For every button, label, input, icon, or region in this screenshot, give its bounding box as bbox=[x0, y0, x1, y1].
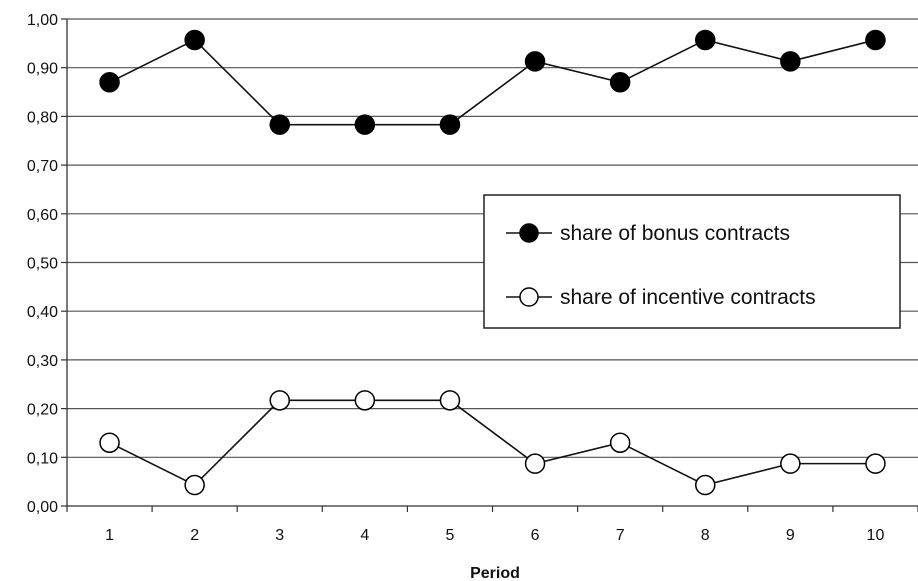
y-tick-label: 0,20 bbox=[27, 402, 58, 419]
y-tick-label: 0,60 bbox=[27, 207, 58, 224]
legend-box bbox=[483, 194, 901, 329]
x-axis-label: Period bbox=[470, 565, 520, 581]
x-axis-ticks: 1 2 3 4 5 6 7 8 9 10 bbox=[66, 506, 918, 544]
legend-marker-incentive bbox=[519, 287, 539, 307]
series-layer bbox=[99, 29, 886, 496]
x-tick-label: 10 bbox=[867, 527, 885, 544]
series-line-incentive bbox=[109, 399, 876, 487]
y-axis-ticks: 0,00 0,10 0,20 0,30 0,40 0,50 0,60 0,70 0,80 0,90… bbox=[27, 12, 67, 516]
y-tick-label: 0,40 bbox=[27, 304, 58, 321]
x-tick-label: 6 bbox=[531, 527, 540, 544]
data-point-bonus bbox=[780, 51, 801, 72]
y-tick-label: 0,30 bbox=[27, 353, 58, 370]
data-point-bonus bbox=[524, 51, 546, 72]
y-tick-label: 1,00 bbox=[27, 12, 58, 29]
data-point-incentive bbox=[184, 474, 205, 496]
x-tick-label: 5 bbox=[445, 527, 454, 544]
data-point-incentive bbox=[354, 390, 376, 411]
y-tick-label: 0,80 bbox=[27, 109, 58, 126]
data-point-incentive bbox=[695, 474, 716, 496]
y-tick-label: 0,10 bbox=[27, 450, 58, 467]
y-tick-label: 0,70 bbox=[27, 158, 58, 175]
series-line-bonus bbox=[109, 38, 876, 126]
data-point-bonus bbox=[695, 29, 716, 51]
legend-label-incentive: share of incentive contracts bbox=[560, 286, 816, 309]
legend-marker-bonus bbox=[519, 223, 539, 243]
legend-label-bonus: share of bonus contracts bbox=[560, 222, 790, 245]
x-tick-label: 4 bbox=[360, 527, 369, 544]
data-point-incentive bbox=[865, 453, 886, 474]
x-tick-label: 7 bbox=[616, 527, 625, 544]
data-point-bonus bbox=[269, 114, 290, 135]
data-point-bonus bbox=[439, 114, 461, 135]
legend: share of bonus contracts share of incent… bbox=[483, 194, 901, 329]
x-tick-label: 8 bbox=[701, 527, 710, 544]
x-tick-label: 1 bbox=[105, 527, 114, 544]
x-tick-label: 2 bbox=[190, 527, 199, 544]
data-point-bonus bbox=[354, 114, 376, 135]
data-point-incentive bbox=[780, 453, 801, 474]
y-tick-label: 0,50 bbox=[27, 256, 58, 273]
data-point-incentive bbox=[99, 432, 120, 453]
data-point-incentive bbox=[609, 432, 631, 453]
y-tick-label: 0,90 bbox=[27, 61, 58, 78]
x-tick-label: 3 bbox=[275, 527, 284, 544]
data-point-bonus bbox=[99, 72, 120, 93]
y-tick-label: 0,00 bbox=[27, 499, 58, 516]
data-point-incentive bbox=[439, 390, 461, 411]
data-point-incentive bbox=[524, 453, 546, 474]
data-point-bonus bbox=[865, 29, 886, 51]
data-point-bonus bbox=[184, 29, 205, 51]
data-point-incentive bbox=[269, 390, 290, 411]
x-tick-label: 9 bbox=[786, 527, 795, 544]
data-point-bonus bbox=[609, 72, 631, 93]
